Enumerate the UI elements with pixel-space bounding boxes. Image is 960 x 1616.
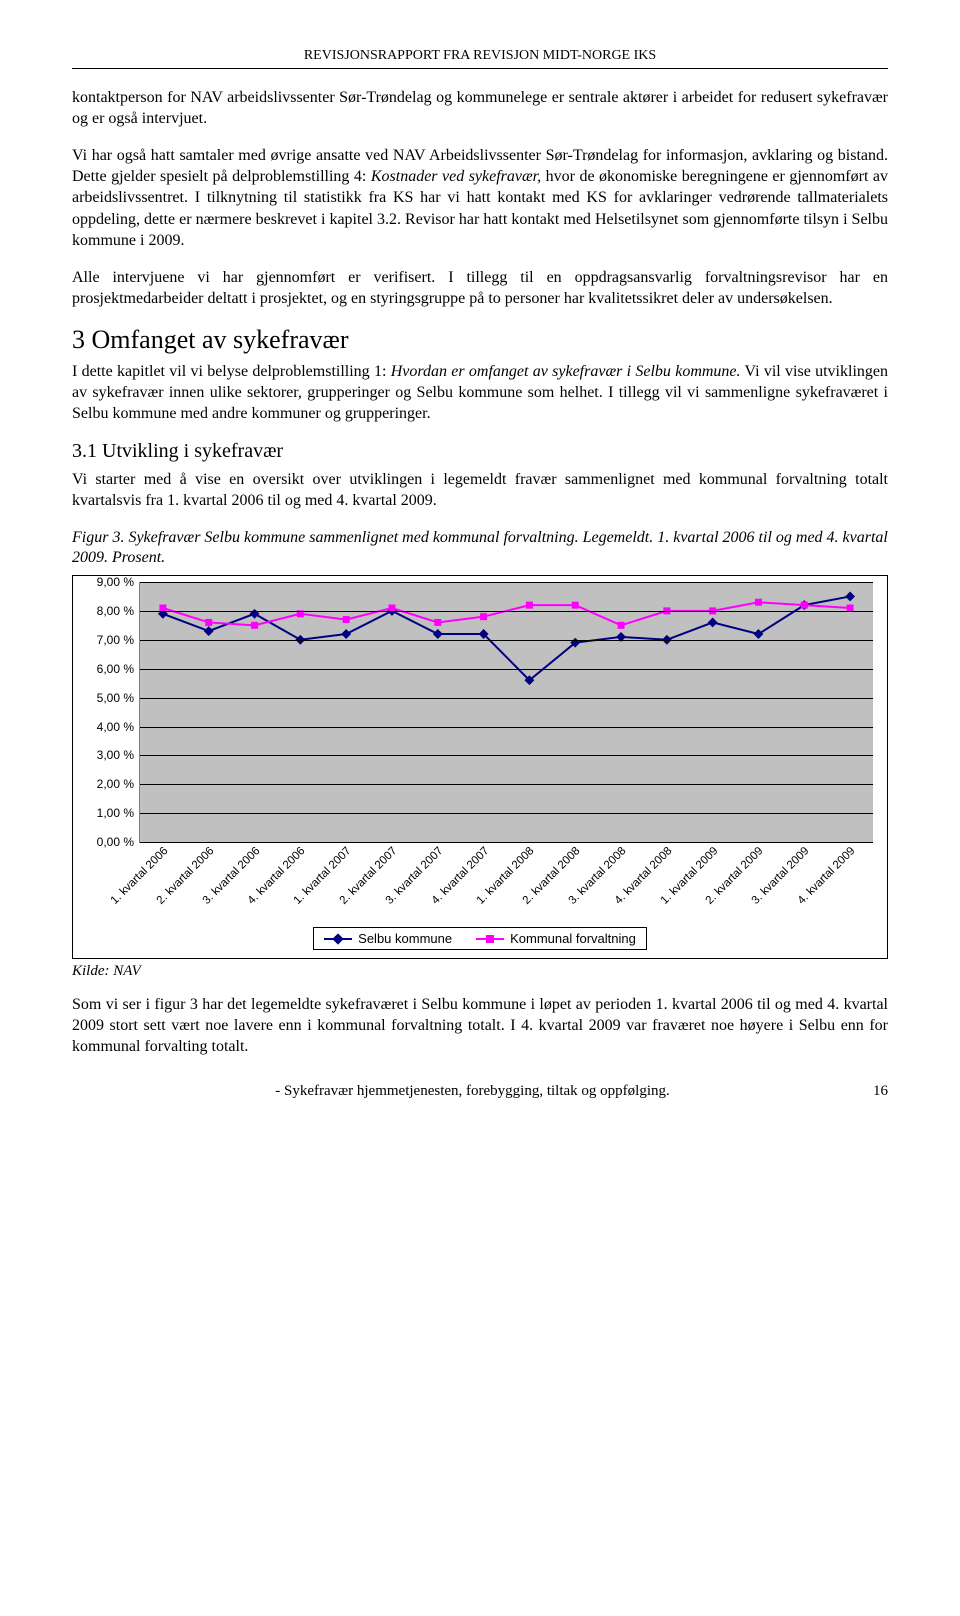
chart-series-line xyxy=(163,597,850,681)
chart-marker xyxy=(480,613,487,620)
p4-part-a: I dette kapitlet vil vi belyse delproble… xyxy=(72,363,391,380)
chart-marker xyxy=(343,616,350,623)
footer-text: - Sykefravær hjemmetjenesten, forebyggin… xyxy=(275,1083,670,1099)
chart-marker xyxy=(341,629,351,639)
chart-ytick-label: 3,00 % xyxy=(97,748,140,762)
chart-marker xyxy=(754,629,764,639)
heading-section-3: 3 Omfanget av sykefravær xyxy=(72,325,888,355)
chart-frame: 0,00 % 1,00 % 2,00 % 3,00 % 4,00 % 5,00 % 6,00… xyxy=(72,575,888,959)
paragraph-6: Som vi ser i figur 3 har det legemeldte … xyxy=(72,994,888,1057)
chart-marker xyxy=(526,602,533,609)
chart-marker xyxy=(434,619,441,626)
chart-marker xyxy=(845,592,855,602)
paragraph-4: I dette kapitlet vil vi belyse delproble… xyxy=(72,361,888,424)
page-footer: - Sykefravær hjemmetjenesten, forebyggin… xyxy=(72,1083,888,1100)
chart-marker xyxy=(708,618,718,628)
chart-marker xyxy=(572,602,579,609)
chart-series-line xyxy=(163,602,850,625)
chart-ytick-label: 2,00 % xyxy=(97,777,140,791)
paragraph-1: kontaktperson for NAV arbeidslivssenter … xyxy=(72,87,888,129)
chart-gridline xyxy=(140,640,873,641)
chart-series-svg xyxy=(140,582,873,842)
chart-ytick-label: 8,00 % xyxy=(97,604,140,618)
chart-gridline xyxy=(140,727,873,728)
legend-item-kf: Kommunal forvaltning xyxy=(476,931,636,946)
chart-legend: Selbu kommune Kommunal forvaltning xyxy=(313,927,647,950)
paragraph-2: Vi har også hatt samtaler med øvrige ans… xyxy=(72,145,888,251)
doc-header: REVISJONSRAPPORT FRA REVISJON MIDT-NORGE… xyxy=(72,48,888,69)
legend-swatch-kf xyxy=(476,938,504,940)
chart: 0,00 % 1,00 % 2,00 % 3,00 % 4,00 % 5,00 % 6,00… xyxy=(79,582,881,950)
chart-gridline xyxy=(140,698,873,699)
chart-gridline xyxy=(140,755,873,756)
page-number: 16 xyxy=(873,1083,888,1100)
chart-marker xyxy=(204,626,214,636)
paragraph-3: Alle intervjuene vi har gjennomført er v… xyxy=(72,267,888,309)
chart-gridline xyxy=(140,611,873,612)
chart-marker xyxy=(433,629,443,639)
legend-swatch-selbu xyxy=(324,938,352,940)
legend-label-selbu: Selbu kommune xyxy=(358,931,452,946)
chart-marker xyxy=(251,622,258,629)
chart-gridline xyxy=(140,813,873,814)
p4-italic: Hvordan er omfanget av sykefravær i Selb… xyxy=(391,363,741,380)
chart-gridline xyxy=(140,669,873,670)
chart-ytick-label: 0,00 % xyxy=(97,835,140,849)
heading-section-3-1: 3.1 Utvikling i sykefravær xyxy=(72,440,888,463)
p2-italic: Kostnader ved sykefravær, xyxy=(371,168,541,185)
chart-ytick-label: 6,00 % xyxy=(97,662,140,676)
chart-gridline xyxy=(140,784,873,785)
figure-caption: Figur 3. Sykefravær Selbu kommune sammen… xyxy=(72,528,888,570)
chart-ytick-label: 1,00 % xyxy=(97,806,140,820)
chart-marker xyxy=(801,602,808,609)
figure-source: Kilde: NAV xyxy=(72,963,888,980)
chart-ytick-label: 7,00 % xyxy=(97,633,140,647)
chart-marker xyxy=(618,622,625,629)
chart-marker xyxy=(755,599,762,606)
chart-marker xyxy=(205,619,212,626)
paragraph-5: Vi starter med å vise en oversikt over u… xyxy=(72,469,888,511)
chart-gridline xyxy=(140,582,873,583)
chart-x-axis: 1. kvartal 20062. kvartal 20063. kvartal… xyxy=(139,843,873,921)
legend-label-kf: Kommunal forvaltning xyxy=(510,931,636,946)
chart-ytick-label: 5,00 % xyxy=(97,691,140,705)
chart-ytick-label: 9,00 % xyxy=(97,575,140,589)
chart-plot-area: 0,00 %1,00 %2,00 %3,00 %4,00 %5,00 %6,00… xyxy=(139,582,873,843)
chart-ytick-label: 4,00 % xyxy=(97,720,140,734)
legend-item-selbu: Selbu kommune xyxy=(324,931,452,946)
